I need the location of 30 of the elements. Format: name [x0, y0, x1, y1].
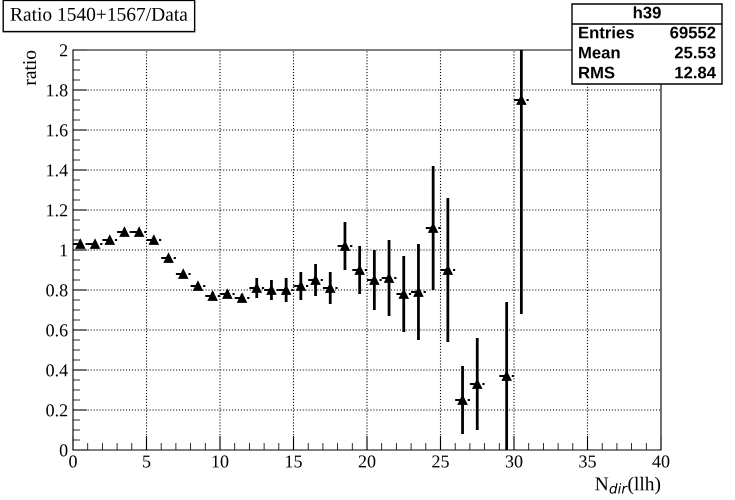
- text: 12.84: [675, 66, 716, 78]
- x-tick-label: 10: [212, 455, 228, 468]
- x-tick-label: 25: [432, 455, 449, 468]
- y-tick-label: 1.4: [47, 164, 68, 177]
- y-tick-label: 1.8: [47, 84, 68, 97]
- x-tick-label: 30: [506, 455, 522, 468]
- y-tick-label: 0.6: [46, 324, 68, 337]
- x-tick-label: 40: [652, 455, 670, 468]
- x-tick-label: 5: [143, 456, 150, 468]
- y-axis-title: ratio: [22, 50, 36, 86]
- x-axis-title: N$_{dir}$(llh): [595, 476, 660, 494]
- x-tick-label: 35: [579, 455, 596, 468]
- text: h39: [634, 6, 661, 18]
- annotation: RMS: [579, 66, 614, 78]
- y-tick-label: 2: [60, 44, 68, 56]
- text: 69552: [670, 26, 716, 38]
- y-tick-label: 1: [60, 244, 68, 256]
- text: Entries: [579, 26, 634, 38]
- x-tick-label: 15: [286, 455, 302, 468]
- y-tick-label: 0: [60, 444, 68, 456]
- y-tick-label: 1.2: [47, 204, 68, 217]
- chart-title: Ratio 1540+1567/Data: [10, 8, 188, 21]
- y-tick-label: 0.4: [46, 364, 68, 377]
- text: 25.53: [674, 46, 716, 58]
- x-tick-label: 20: [358, 455, 376, 468]
- y-tick-label: 1.6: [47, 124, 68, 137]
- annotation: Mean: [579, 46, 620, 58]
- y-tick-label: 0.2: [46, 404, 68, 417]
- x-tick-label: 0: [69, 455, 77, 468]
- y-tick-label: 0.8: [46, 284, 68, 297]
